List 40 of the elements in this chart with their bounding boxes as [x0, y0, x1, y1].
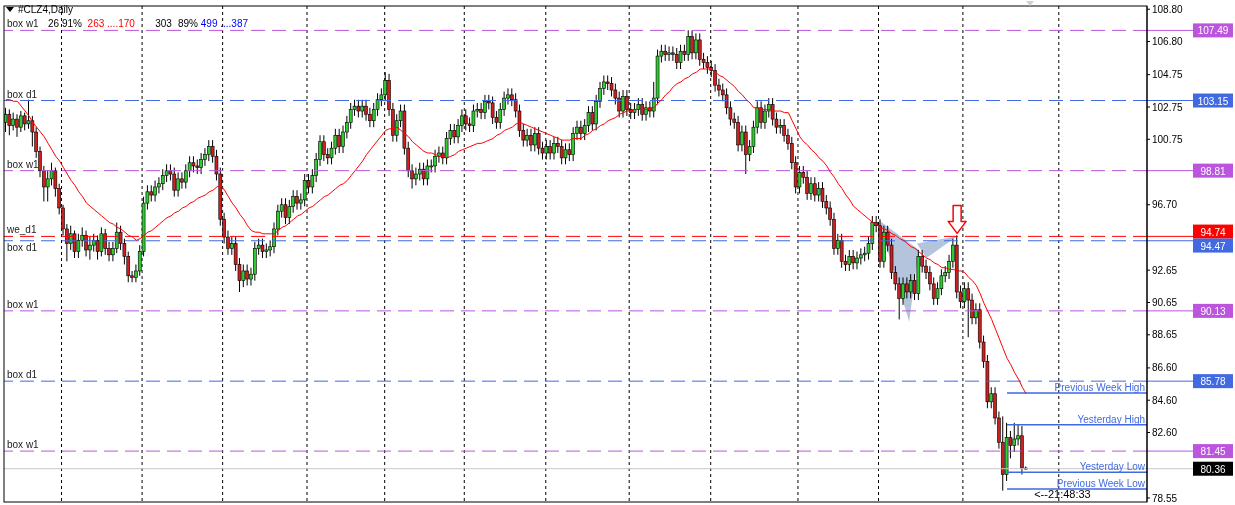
y-tick-label: 92.65	[1152, 264, 1178, 276]
y-tick-label: 88.65	[1152, 329, 1178, 341]
y-tick-label: 100.75	[1152, 133, 1184, 145]
annotation: box w1	[7, 439, 40, 451]
ref-line-label: 98.81	[1200, 165, 1226, 177]
y-tick-label: 106.80	[1152, 36, 1184, 48]
y-tick-label: 82.60	[1152, 427, 1178, 439]
ref-line-label: 85.78	[1200, 376, 1226, 388]
annotation: box d1	[7, 241, 38, 253]
y-tick-label: 78.55	[1152, 492, 1178, 504]
ref-line-label: Yesterday Low	[1079, 461, 1146, 473]
annotation: 303	[155, 18, 173, 29]
annotation: 26 91%	[48, 18, 83, 29]
ref-line-label: 81.45	[1200, 446, 1226, 458]
annotation: we_d1	[6, 224, 37, 236]
ref-line-label: 103.15	[1197, 95, 1229, 107]
ref-line-label: 80.36	[1200, 463, 1226, 475]
annotation: 89%	[178, 18, 199, 29]
ref-line-label: Previous Week High	[1054, 382, 1145, 394]
annotation: box d1	[7, 369, 38, 381]
ref-line-label: 94.74	[1200, 226, 1226, 238]
ref-line-label: 107.49	[1197, 25, 1229, 37]
y-tick-label: 104.75	[1152, 69, 1184, 81]
y-tick-label: 90.65	[1152, 297, 1178, 309]
y-tick-label: 86.60	[1152, 362, 1178, 374]
annotation: box d1	[7, 88, 38, 100]
chart-title: #CLZ4,Daily	[18, 4, 74, 15]
ref-line-label: 90.13	[1200, 305, 1226, 317]
ref-line-label: Previous Week Low	[1056, 478, 1146, 490]
y-tick-label: 102.75	[1152, 101, 1184, 113]
ref-line-label: 94.47	[1200, 240, 1226, 252]
annotation: box w1	[7, 298, 40, 310]
text: <--21:48:33	[1034, 488, 1091, 500]
y-tick-label: 96.70	[1152, 199, 1178, 211]
annotation: 499 ....387	[200, 18, 249, 29]
annotation: 263 ....170	[87, 18, 136, 29]
annotation: box w1	[7, 158, 40, 170]
y-tick-label: 84.60	[1152, 394, 1178, 406]
y-tick-label: 108.80	[1152, 3, 1184, 15]
annotation: box w1	[7, 18, 40, 30]
